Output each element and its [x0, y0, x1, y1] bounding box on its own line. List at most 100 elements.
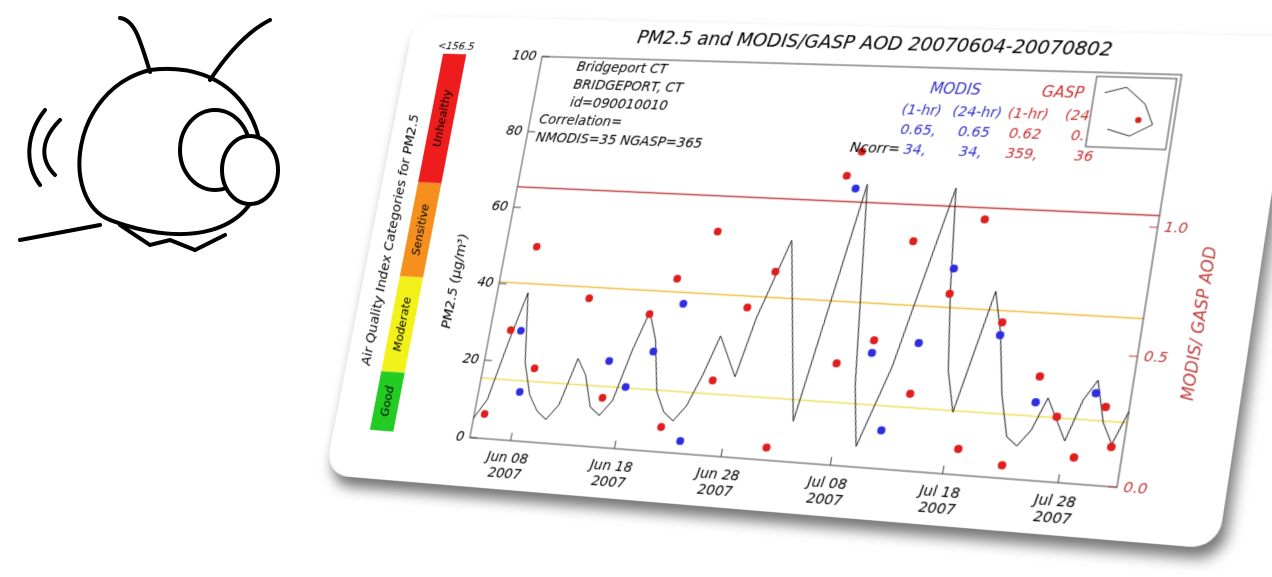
aod-point: [877, 426, 887, 435]
y-tick-label: 60: [490, 198, 509, 215]
aod-point: [679, 300, 688, 308]
aod-point: [657, 423, 666, 432]
x-tick-label: Jun 182007: [583, 456, 634, 492]
annotation: Correlation=: [538, 112, 624, 131]
cartoon-antenna: [210, 20, 270, 80]
aod-point: [713, 228, 722, 236]
aod-point: [1106, 442, 1116, 451]
x-tick: [511, 433, 512, 441]
aod-point: [532, 243, 541, 251]
aod-point: [585, 294, 594, 302]
annotation: Bridgeport CT: [575, 59, 670, 77]
aqi-threshold-line: [499, 282, 1143, 319]
y2-tick-label: 0.0: [1122, 479, 1149, 498]
x-tick: [943, 466, 944, 474]
stats-correlation: 0.62: [1008, 125, 1043, 143]
y2-axis-label: MODIS/ GASP AOD: [1177, 246, 1221, 402]
aod-point: [1035, 372, 1045, 381]
aod-point: [909, 237, 918, 245]
annotation: NMODIS=35 NGASP=365: [534, 130, 703, 152]
y-tick: [470, 437, 477, 438]
stats-group: GASP: [1041, 84, 1086, 102]
y-tick-label: 80: [505, 123, 524, 139]
aod-point: [621, 383, 630, 391]
y-tick-label: 20: [461, 351, 480, 368]
aqi-top-label: <156.5: [437, 40, 476, 53]
annotation: BRIDGEPORT, CT: [572, 77, 686, 96]
aod-point: [530, 364, 539, 372]
y-axis-label: PM2.5 (μg/m³): [439, 233, 472, 329]
pm25-line: [474, 169, 1163, 466]
stats-column: (24-hr): [951, 104, 1003, 122]
cartoon-antenna: [120, 18, 150, 72]
stats-column: (1-hr): [900, 102, 942, 120]
inset-map: [1086, 76, 1177, 149]
cartoon-ground: [20, 225, 100, 240]
aqi-threshold-line: [517, 187, 1159, 216]
x-tick: [1058, 474, 1059, 482]
chart-card: PM2.5 and MODIS/GASP AOD 20070604-200708…: [325, 16, 1272, 549]
aod-point: [598, 394, 607, 402]
annotation: id=090010010: [569, 95, 669, 114]
stats-n: 36: [1073, 148, 1094, 165]
stats-n: 34,: [958, 144, 983, 161]
y2-tick-label: 0.5: [1143, 348, 1170, 367]
x-tick-label: Jul 282007: [1027, 491, 1077, 529]
x-tick-label: Jul 182007: [912, 482, 961, 519]
y2-tick-label: 1.0: [1163, 219, 1190, 237]
x-tick: [830, 457, 831, 465]
x-tick-label: Jul 082007: [800, 473, 848, 510]
aod-point: [1069, 453, 1079, 462]
y2-tick: [1129, 356, 1138, 357]
aod-point: [762, 443, 771, 452]
y-tick-label: 0: [455, 428, 466, 445]
aod-point: [676, 437, 685, 446]
aod-point: [949, 264, 959, 272]
chart: PM2.5 and MODIS/GASP AOD 20070604-200708…: [325, 16, 1272, 549]
aod-point: [480, 410, 489, 418]
y2-tick: [1108, 487, 1117, 488]
aod-point: [743, 303, 752, 311]
y-tick-label: 40: [476, 274, 495, 291]
aod-point: [997, 461, 1007, 470]
aod-point: [649, 347, 658, 355]
aod-point: [953, 445, 963, 454]
cartoon: [0, 0, 330, 300]
aod-point: [842, 172, 851, 180]
aod-point: [708, 376, 717, 384]
stats-correlation: 0.65: [957, 124, 991, 142]
y-tick-label: 100: [511, 48, 538, 64]
stats-n-label: Ncorr=: [849, 140, 901, 158]
x-tick: [614, 441, 615, 449]
chart-title: PM2.5 and MODIS/GASP AOD 20070604-200708…: [636, 28, 1114, 61]
aod-point: [995, 331, 1005, 340]
x-tick: [721, 449, 722, 457]
aod-point: [980, 215, 990, 223]
stats-correlation: 0.65,: [899, 122, 938, 140]
cartoon-motion: [29, 110, 60, 185]
stats-n: 34,: [902, 142, 927, 159]
x-tick-label: Jun 082007: [479, 448, 529, 483]
cartoon-eye: [222, 136, 278, 204]
aod-point: [905, 389, 915, 398]
aod-point: [645, 310, 654, 318]
stats-n: 359,: [1004, 145, 1039, 163]
aod-point: [1031, 398, 1041, 407]
aod-point: [832, 359, 841, 368]
aod-point: [1052, 412, 1062, 421]
aod-point: [851, 184, 860, 192]
stats-group: MODIS: [929, 81, 982, 99]
aod-point: [605, 357, 614, 365]
aod-point: [914, 339, 924, 348]
aqi-threshold-line: [481, 378, 1127, 423]
x-tick-label: Jun 282007: [689, 465, 741, 502]
stats-column: (1-hr): [1007, 105, 1050, 123]
aod-point: [869, 336, 878, 345]
aod-point: [673, 275, 682, 283]
aod-point: [515, 388, 524, 396]
aod-point: [506, 326, 515, 334]
aod-point: [867, 349, 876, 358]
aod-point: [945, 290, 955, 299]
aod-point: [516, 327, 525, 335]
